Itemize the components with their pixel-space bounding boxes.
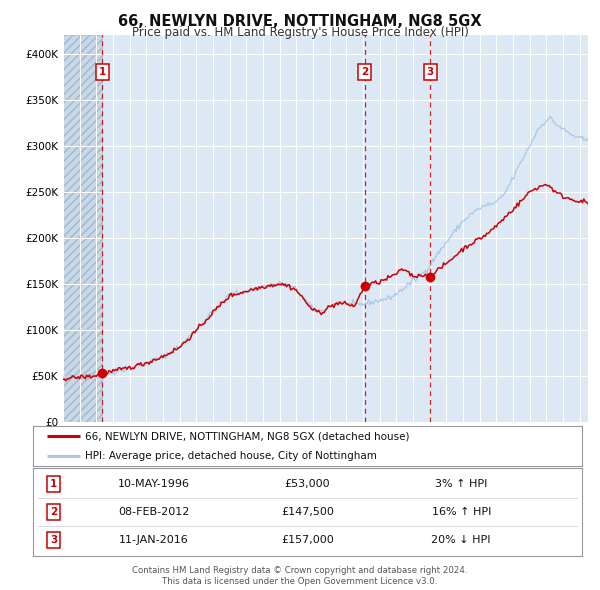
Text: £157,000: £157,000: [281, 535, 334, 545]
Text: 2: 2: [50, 507, 58, 517]
Text: £53,000: £53,000: [284, 479, 331, 489]
Text: 11-JAN-2016: 11-JAN-2016: [119, 535, 188, 545]
Text: 3% ↑ HPI: 3% ↑ HPI: [435, 479, 487, 489]
Text: £147,500: £147,500: [281, 507, 334, 517]
Text: 66, NEWLYN DRIVE, NOTTINGHAM, NG8 5GX: 66, NEWLYN DRIVE, NOTTINGHAM, NG8 5GX: [118, 14, 482, 28]
Text: Contains HM Land Registry data © Crown copyright and database right 2024.: Contains HM Land Registry data © Crown c…: [132, 566, 468, 575]
Text: 08-FEB-2012: 08-FEB-2012: [118, 507, 190, 517]
Text: 16% ↑ HPI: 16% ↑ HPI: [431, 507, 491, 517]
Text: 10-MAY-1996: 10-MAY-1996: [118, 479, 190, 489]
Text: 2: 2: [361, 67, 368, 77]
Text: 66, NEWLYN DRIVE, NOTTINGHAM, NG8 5GX (detached house): 66, NEWLYN DRIVE, NOTTINGHAM, NG8 5GX (d…: [85, 431, 410, 441]
Text: 1: 1: [99, 67, 106, 77]
Text: 3: 3: [427, 67, 434, 77]
Text: This data is licensed under the Open Government Licence v3.0.: This data is licensed under the Open Gov…: [163, 577, 437, 586]
Text: 1: 1: [50, 479, 58, 489]
Text: 3: 3: [50, 535, 58, 545]
Text: Price paid vs. HM Land Registry's House Price Index (HPI): Price paid vs. HM Land Registry's House …: [131, 26, 469, 39]
Text: HPI: Average price, detached house, City of Nottingham: HPI: Average price, detached house, City…: [85, 451, 377, 461]
Text: 20% ↓ HPI: 20% ↓ HPI: [431, 535, 491, 545]
